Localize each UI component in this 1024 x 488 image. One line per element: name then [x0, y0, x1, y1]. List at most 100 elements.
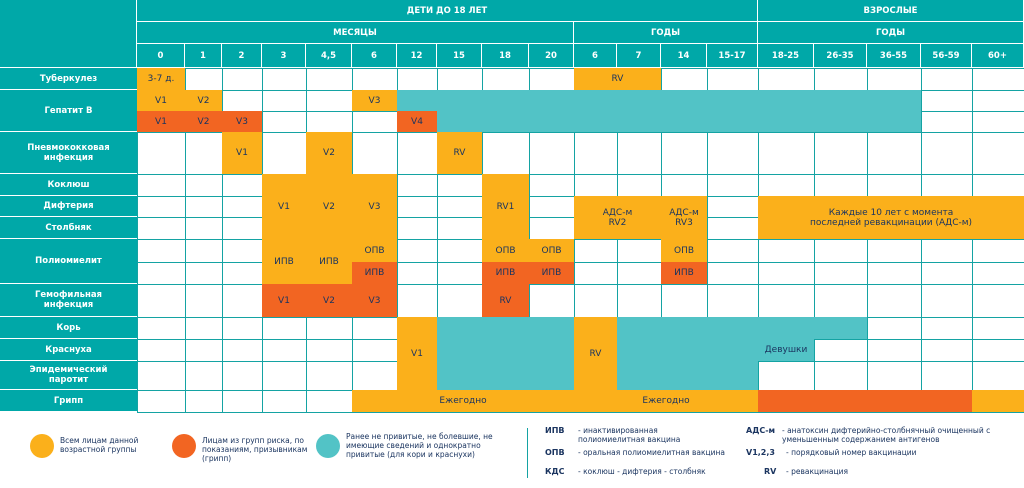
schedule-cell: V1	[397, 317, 437, 390]
column-header: 20	[529, 44, 574, 68]
schedule-cell: V1	[137, 111, 185, 132]
schedule-cell: V1	[262, 284, 306, 317]
schedule-cell: ИПВ	[262, 239, 306, 284]
schedule-cell: V4	[397, 111, 437, 132]
column-header: 15	[437, 44, 482, 68]
grid-line-vertical	[814, 68, 815, 412]
schedule-cell: Ежегодно	[352, 390, 574, 412]
abbr-text-ads-m: - анатоксин дифтерийно-столбнячный очище…	[782, 426, 991, 444]
legend-divider	[527, 428, 528, 478]
schedule-cell	[758, 390, 972, 412]
abbr-key-opv: ОПВ	[545, 448, 565, 457]
abbr-text-v123: - порядковый номер вакцинации	[786, 448, 917, 457]
column-header: 0	[137, 44, 185, 68]
schedule-cell	[617, 317, 758, 390]
legend-all-swatch	[30, 434, 54, 458]
grid-line-horizontal	[137, 412, 1024, 413]
schedule-cell: RV	[574, 68, 661, 90]
grid-line-horizontal	[137, 262, 1024, 263]
schedule-cell: V3	[352, 284, 397, 317]
schedule-cell: V2	[306, 132, 352, 174]
schedule-cell: ИПВ	[529, 262, 574, 284]
schedule-cell: ОПВ	[352, 239, 397, 262]
column-header: 56-59	[921, 44, 972, 68]
column-header: 1	[185, 44, 222, 68]
grid-line-horizontal	[137, 132, 1024, 133]
row-label-hepatitis-b: Гепатит В	[0, 90, 137, 132]
row-label-measles: Корь	[0, 317, 137, 339]
legend-catchup-text: Ранее не привитые, не болевшие, не имеющ…	[346, 432, 493, 459]
grid-line-vertical	[397, 68, 398, 412]
row-label-polio: Полиомиелит	[0, 239, 137, 284]
schedule-cell: V3	[352, 174, 397, 239]
schedule-cell: V1	[222, 132, 262, 174]
grid-line-horizontal	[137, 174, 1024, 175]
grid-line-horizontal	[137, 239, 1024, 240]
column-header: 7	[617, 44, 661, 68]
row-label-pertussis: Коклюш	[0, 174, 137, 196]
row-label-tuberculosis: Туберкулез	[0, 68, 137, 90]
schedule-cell: V2	[306, 174, 352, 239]
schedule-cell: ОПВ	[661, 239, 707, 262]
header-children: ДЕТИ ДО 18 ЛЕТ	[137, 0, 758, 22]
schedule-cell	[758, 317, 867, 339]
column-header: 2	[222, 44, 262, 68]
column-header: 18	[482, 44, 529, 68]
column-header: 14	[661, 44, 707, 68]
grid-line-vertical	[437, 68, 438, 412]
column-header: 15-17	[707, 44, 758, 68]
schedule-cell: 3-7 д.	[137, 68, 185, 90]
abbr-text-opv: - оральная полиомиелитная вакцина	[578, 448, 725, 457]
grid-line-vertical	[137, 68, 138, 412]
schedule-cell: АДС-м RV3	[661, 196, 707, 239]
legend: Всем лицам данной возрастной группы Лица…	[0, 418, 1024, 488]
header-years-adults: ГОДЫ	[758, 22, 1024, 44]
abbr-text-kds: - коклюш - дифтерия - столбняк	[578, 467, 706, 476]
schedule-cell	[397, 90, 437, 111]
row-label-tetanus: Столбняк	[0, 217, 137, 239]
column-header: 4,5	[306, 44, 352, 68]
grid-line-vertical	[867, 68, 868, 412]
abbr-key-v123: V1,2,3	[746, 448, 775, 457]
schedule-cell: RV	[482, 284, 529, 317]
header-years-children: ГОДЫ	[574, 22, 758, 44]
column-header: 12	[397, 44, 437, 68]
grid-line-vertical	[222, 68, 223, 412]
schedule-cell: ИПВ	[306, 239, 352, 284]
schedule-cell: V2	[185, 90, 222, 111]
grid-line-vertical	[758, 68, 759, 412]
abbr-key-kds: КДС	[545, 467, 565, 476]
row-label-influenza: Грипп	[0, 390, 137, 412]
abbr-key-rv: RV	[764, 467, 777, 476]
abbr-key-ipv: ИПВ	[545, 426, 565, 435]
grid-line-vertical	[707, 68, 708, 412]
column-header: 3	[262, 44, 306, 68]
grid-line-vertical	[574, 68, 575, 412]
schedule-cell	[972, 390, 1024, 412]
schedule-cell: ОПВ	[529, 239, 574, 262]
grid-line-vertical	[972, 68, 973, 412]
row-label-haemophilus: Гемофильная инфекция	[0, 284, 137, 317]
grid-line-vertical	[185, 68, 186, 412]
schedule-cell: ОПВ	[482, 239, 529, 262]
schedule-cell: V3	[352, 90, 397, 111]
row-label-rubella: Краснуха	[0, 339, 137, 361]
schedule-cell: Девушки	[758, 339, 814, 361]
schedule-cell: V1	[137, 90, 185, 111]
schedule-cell: Каждые 10 лет с момента последней ревакц…	[758, 196, 1024, 239]
column-header: 26-35	[814, 44, 867, 68]
column-header: 6	[574, 44, 617, 68]
schedule-cell: ИПВ	[661, 262, 707, 284]
header-adults: ВЗРОСЛЫЕ	[758, 0, 1024, 22]
abbr-key-ads-m: АДС-м	[746, 426, 776, 435]
column-header: 36-55	[867, 44, 921, 68]
legend-catchup-swatch	[316, 434, 340, 458]
schedule-cell: V2	[185, 111, 222, 132]
schedule-cell: ИПВ	[352, 262, 397, 284]
schedule-cell: V3	[222, 111, 262, 132]
grid-line-horizontal	[137, 284, 1024, 285]
schedule-cell: V2	[306, 284, 352, 317]
schedule-cell	[437, 317, 574, 390]
schedule-cell: RV	[437, 132, 482, 174]
